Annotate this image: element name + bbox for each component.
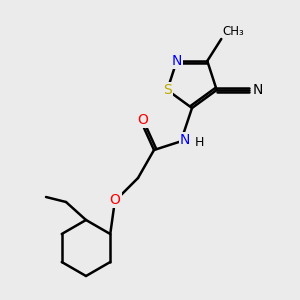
Text: N: N — [172, 54, 182, 68]
Text: H: H — [195, 136, 204, 148]
Text: S: S — [163, 83, 172, 97]
Text: O: O — [138, 113, 148, 127]
Text: CH₃: CH₃ — [222, 25, 244, 38]
Text: N: N — [253, 83, 263, 97]
Text: O: O — [110, 193, 120, 207]
Text: N: N — [180, 133, 190, 147]
